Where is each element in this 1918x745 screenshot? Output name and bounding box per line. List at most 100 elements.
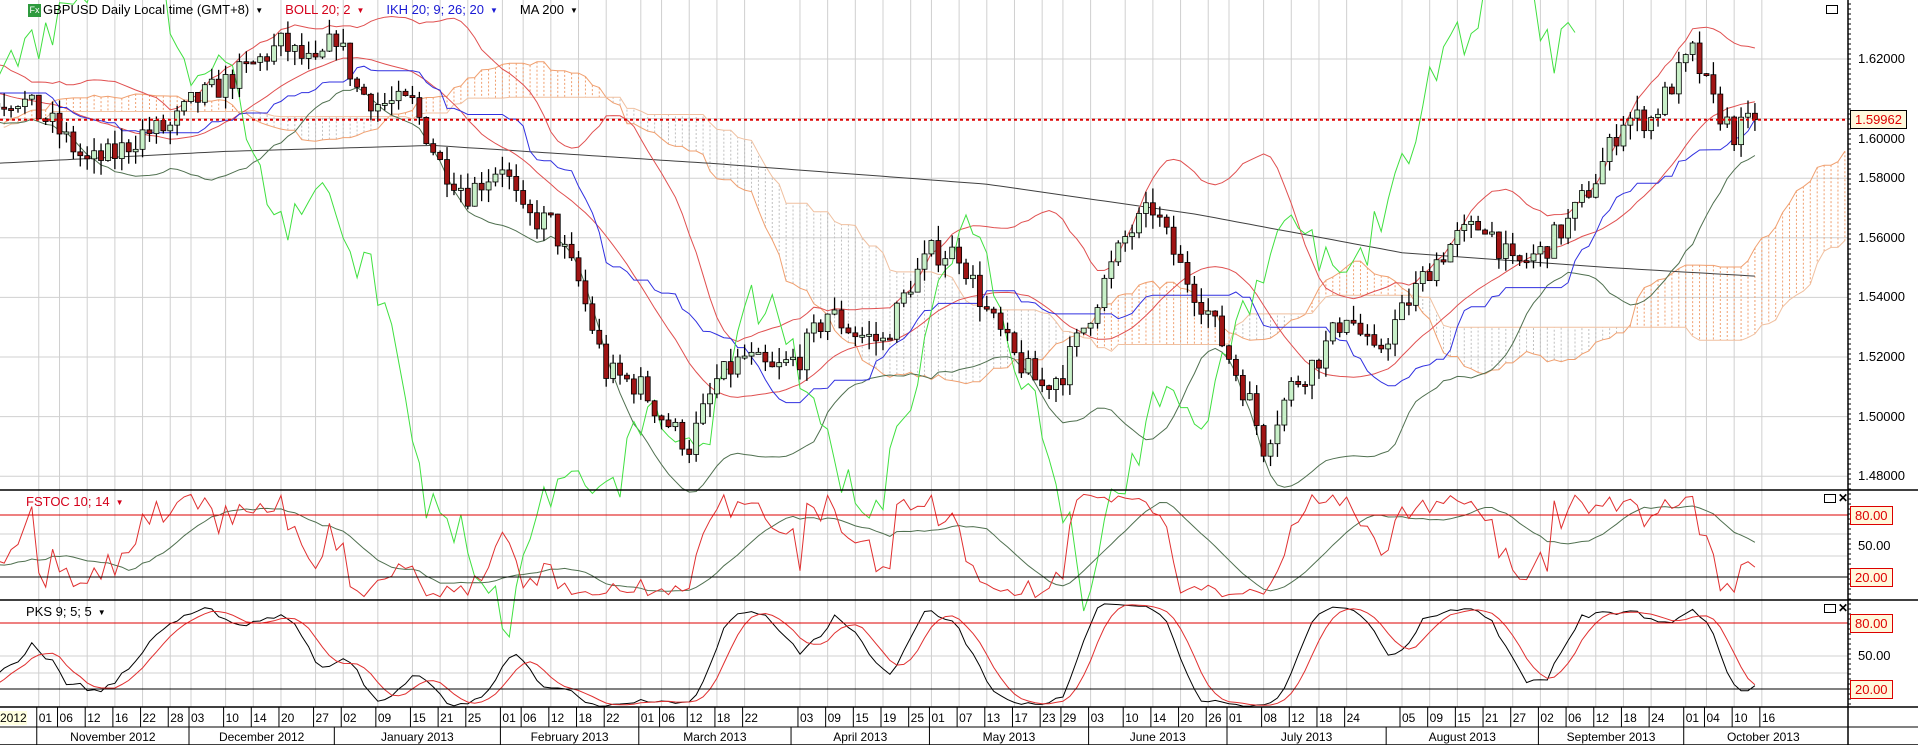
close-fstoc-button[interactable]: ✕ bbox=[1838, 491, 1849, 505]
candle-bearish bbox=[1426, 271, 1433, 282]
month-label: September 2013 bbox=[1566, 730, 1656, 744]
pks-header[interactable]: PKS 9; 5; 5 ▼ bbox=[26, 604, 106, 619]
date-tick-label: 25 bbox=[910, 711, 925, 725]
date-tick-label: 07 bbox=[959, 711, 973, 725]
candle-bullish bbox=[1461, 224, 1468, 231]
candle-bearish bbox=[1523, 260, 1530, 264]
candle-bullish bbox=[810, 322, 817, 334]
date-tick-label: 02 bbox=[343, 711, 357, 725]
date-tick-label: 10 bbox=[225, 711, 239, 725]
candle-bearish bbox=[1253, 393, 1260, 426]
candle-bearish bbox=[354, 78, 360, 88]
chart-title: GBPUSD Daily Local time (GMT+8) bbox=[43, 2, 250, 17]
candle-bullish bbox=[499, 169, 506, 175]
candle-bullish bbox=[139, 129, 146, 150]
candle-bullish bbox=[1087, 322, 1094, 329]
date-tick-label: 16 bbox=[114, 711, 129, 725]
chevron-down-icon[interactable]: ▼ bbox=[569, 6, 578, 16]
candle-bullish bbox=[1205, 310, 1212, 315]
maximize-fstoc-button[interactable] bbox=[1824, 494, 1836, 504]
close-pks-button[interactable]: ✕ bbox=[1838, 602, 1848, 614]
date-tick-label: 01 bbox=[640, 711, 655, 725]
candle-bearish bbox=[1004, 328, 1011, 334]
candle-bearish bbox=[416, 97, 423, 118]
chevron-down-icon[interactable]: ▼ bbox=[97, 608, 106, 618]
candle-bearish bbox=[1219, 315, 1225, 347]
candle-bearish bbox=[935, 240, 942, 266]
candle-bullish bbox=[1599, 161, 1606, 185]
indicator-label: IKH 20; 9; 26; 20 bbox=[386, 2, 484, 17]
candle-bearish bbox=[658, 415, 665, 421]
date-tick-label: 24 bbox=[1651, 711, 1665, 725]
indicator-boll[interactable]: BOLL 20; 2 ▼ bbox=[285, 2, 364, 17]
chevron-down-icon[interactable]: ▼ bbox=[115, 498, 124, 508]
candle-bearish bbox=[1060, 378, 1066, 386]
candle-bearish bbox=[513, 176, 520, 191]
candle-bearish bbox=[762, 351, 769, 363]
date-tick-label: 01 bbox=[931, 711, 945, 725]
date-tick-label: 29 bbox=[1062, 711, 1077, 725]
candle-bearish bbox=[547, 212, 554, 216]
indicator-ma[interactable]: MA 200 ▼ bbox=[520, 2, 578, 17]
candle-bearish bbox=[444, 159, 450, 185]
close-icon: ✕ bbox=[1838, 491, 1849, 505]
chevron-down-icon[interactable]: ▼ bbox=[356, 6, 365, 16]
candle-bearish bbox=[769, 361, 776, 368]
candle-bearish bbox=[1149, 202, 1156, 216]
maximize-main-button[interactable] bbox=[1826, 5, 1838, 15]
price-tick-label: 1.52000 bbox=[1858, 349, 1905, 364]
candle-bearish bbox=[430, 143, 437, 153]
candle-bearish bbox=[679, 421, 686, 450]
candle-bullish bbox=[1080, 327, 1087, 334]
indicator-ikh[interactable]: IKH 20; 9; 26; 20 ▼ bbox=[386, 2, 498, 17]
candle-bearish bbox=[1371, 334, 1378, 346]
candle-bullish bbox=[15, 106, 21, 110]
month-label: May 2013 bbox=[982, 730, 1036, 744]
current-price-label: 1.59962 bbox=[1850, 110, 1907, 129]
candle-bearish bbox=[1585, 190, 1592, 198]
date-tick-label: 28 bbox=[170, 711, 184, 725]
candle-bearish bbox=[1613, 137, 1620, 147]
candle-bullish bbox=[395, 90, 402, 102]
candle-bullish bbox=[561, 243, 568, 247]
candle-bearish bbox=[84, 155, 91, 160]
candle-bullish bbox=[1274, 424, 1281, 445]
candle-bullish bbox=[201, 84, 208, 103]
candle-bullish bbox=[1412, 283, 1419, 306]
candle-bearish bbox=[8, 108, 14, 111]
candle-bullish bbox=[1530, 253, 1537, 262]
chikou-span-line bbox=[0, 0, 1576, 639]
candle-bullish bbox=[49, 112, 56, 122]
date-tick-label: 18 bbox=[1318, 711, 1333, 725]
chart-header[interactable]: Fx GBPUSD Daily Local time (GMT+8) ▼ bbox=[28, 2, 264, 18]
month-label: March 2013 bbox=[683, 730, 747, 744]
chevron-down-icon[interactable]: ▼ bbox=[489, 6, 498, 16]
date-tick-label: 12 bbox=[550, 711, 565, 725]
candle-bullish bbox=[1136, 213, 1142, 234]
maximize-pks-button[interactable] bbox=[1824, 604, 1836, 614]
candle-bullish bbox=[1288, 381, 1295, 401]
candle-bullish bbox=[1682, 54, 1689, 64]
candle-bullish bbox=[1343, 319, 1350, 333]
candle-bullish bbox=[1502, 243, 1509, 259]
chevron-down-icon[interactable]: ▼ bbox=[255, 6, 264, 16]
candle-bearish bbox=[1260, 425, 1267, 457]
candle-bearish bbox=[1011, 332, 1018, 354]
candle-bullish bbox=[1246, 393, 1253, 401]
candle-bearish bbox=[243, 61, 250, 65]
candle-bullish bbox=[28, 94, 35, 100]
candle-bullish bbox=[1620, 124, 1627, 147]
candle-bearish bbox=[1558, 224, 1565, 239]
candle-bullish bbox=[1101, 277, 1108, 309]
candle-bearish bbox=[215, 78, 222, 98]
candle-bullish bbox=[1738, 116, 1744, 146]
candle-bullish bbox=[63, 131, 70, 135]
candle-bullish bbox=[236, 61, 243, 89]
candle-bearish bbox=[1544, 246, 1551, 259]
month-label: December 2012 bbox=[218, 730, 305, 744]
fstoc-header[interactable]: FSTOC 10; 14 ▼ bbox=[26, 494, 124, 509]
candle-bearish bbox=[644, 376, 651, 402]
candle-bullish bbox=[278, 32, 284, 47]
candle-bullish bbox=[1627, 117, 1634, 126]
